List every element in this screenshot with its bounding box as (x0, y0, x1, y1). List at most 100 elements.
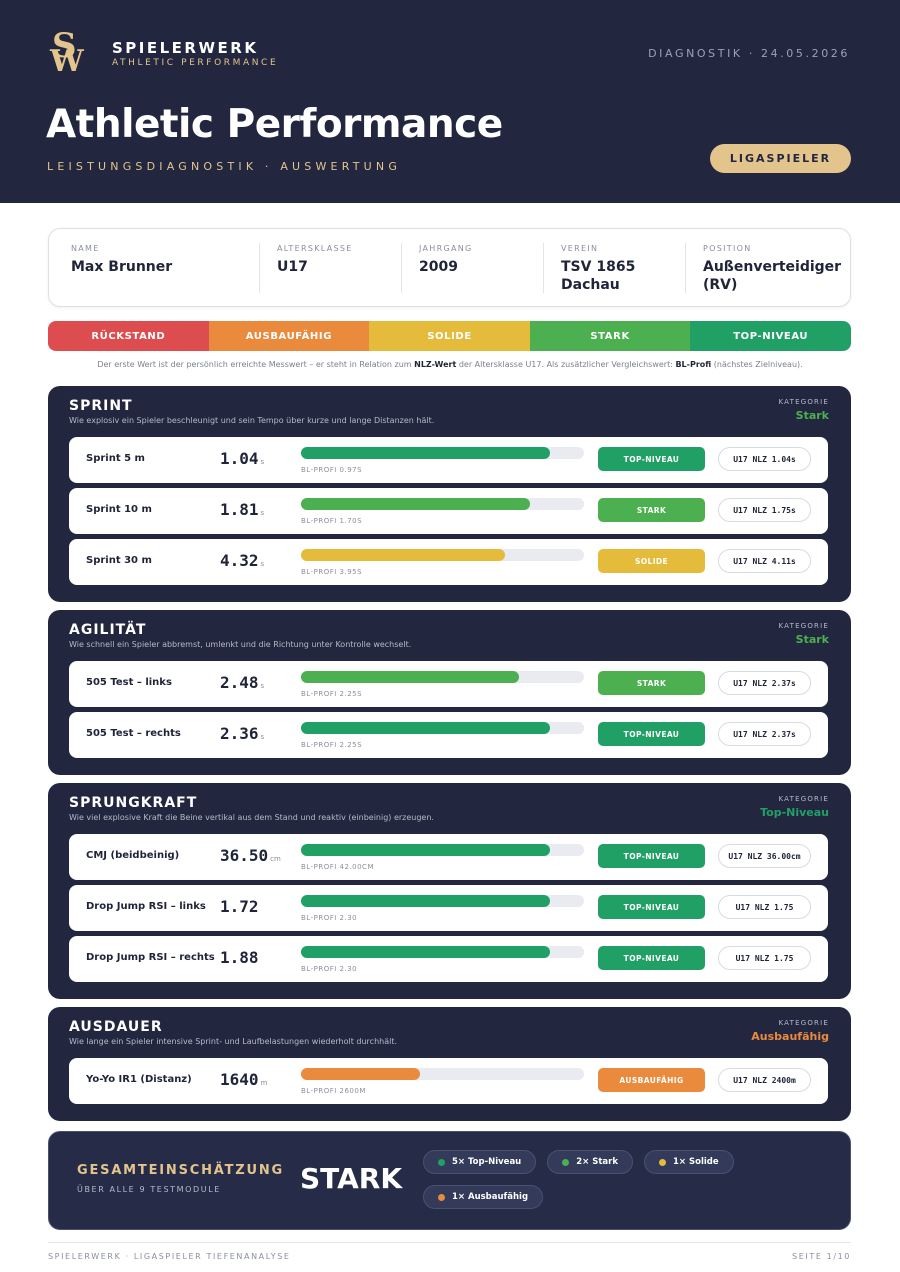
section-description: Wie explosiv ein Spieler beschleunigt un… (69, 416, 435, 425)
chip-dot (438, 1158, 445, 1166)
logo-w: W (50, 44, 84, 79)
divider (401, 243, 402, 293)
test-result: 36.50 cm (220, 846, 281, 865)
bar (301, 895, 551, 907)
summary-sublabel: ÜBER ALLE 9 TESTMODULE (77, 1185, 221, 1194)
test-name: Sprint 30 m (86, 555, 152, 566)
test-row: 505 Test – rechts 2.36 s BL-PROFI 2.25S TOP-… (69, 712, 828, 758)
profile-value: Außenverteidiger (RV) (703, 259, 842, 293)
bar (301, 844, 551, 856)
bar-track (301, 498, 584, 510)
profile-label: NAME (71, 244, 100, 253)
chip-text: 2× Stark (576, 1157, 619, 1167)
test-value: 1.88 (220, 948, 259, 967)
reference: BL-PROFI 2.25S (301, 741, 363, 749)
chip: 2× Stark (547, 1150, 634, 1174)
note-text: (nächstes Zielniveau). (711, 360, 803, 369)
section-title: SPRUNGKRAFT (69, 795, 198, 811)
profile-value: Max Brunner (71, 259, 173, 275)
test-unit: s (260, 560, 265, 568)
category-label: KATEGORIE (778, 398, 829, 406)
badge: LIGASPIELER (710, 144, 851, 173)
test-value: 2.48 (220, 673, 259, 692)
test-result: 4.32 s (220, 551, 264, 570)
subtitle: LEISTUNGSDIAGNOSTIK · AUSWERTUNG (47, 160, 402, 173)
test-name: Drop Jump RSI – links (86, 901, 206, 912)
section-card: SPRUNGKRAFT Wie viel explosive Kraft die … (48, 783, 851, 999)
test-value: 1.04 (220, 449, 259, 468)
footer-left: SPIELERWERK · LIGASPIELER TIEFENANALYSE (48, 1252, 291, 1261)
test-value: 2.36 (220, 724, 259, 743)
bar (301, 1068, 420, 1080)
category-label: KATEGORIE (778, 795, 829, 803)
test-unit: s (260, 682, 265, 690)
category: Stark (795, 409, 829, 422)
test-result: 2.36 s (220, 724, 264, 743)
test-result: 1.72 (220, 897, 259, 916)
diagnostic: DIAGNOSTIK · 24.05.2026 (648, 47, 850, 60)
footer-right: SEITE 1/10 (792, 1252, 851, 1261)
note: Der erste Wert ist der persönlich erreic… (0, 360, 900, 369)
test-name: 505 Test – rechts (86, 728, 181, 739)
bar-track (301, 447, 584, 459)
scale-segment: RÜCKSTAND (48, 321, 209, 351)
footer-line (48, 1242, 851, 1243)
divider (685, 243, 686, 293)
scale-segment: SOLIDE (369, 321, 530, 351)
bar (301, 946, 551, 958)
test-result: 1.04 s (220, 449, 264, 468)
nlz-pill: U17 NLZ 2.37s (718, 722, 811, 746)
reference: BL-PROFI 42.00CM (301, 863, 374, 871)
summary-card: GESAMTEINSCHÄTZUNG ÜBER ALLE 9 TESTMODULE… (48, 1131, 851, 1230)
chip: 1× Solide (644, 1150, 734, 1174)
note-text: BL-Profi (675, 360, 712, 369)
test-result: 1640 m (220, 1070, 267, 1089)
chip-text: 1× Solide (673, 1157, 719, 1167)
section-card: SPRINT Wie explosiv ein Spieler beschleun… (48, 386, 851, 602)
nlz-pill: U17 NLZ 4.11s (718, 549, 811, 573)
reference: BL-PROFI 2600M (301, 1087, 366, 1095)
nlz-pill: U17 NLZ 1.75s (718, 498, 811, 522)
bar (301, 447, 551, 459)
bar-track (301, 895, 584, 907)
reference: BL-PROFI 3.95S (301, 568, 363, 576)
tagline: ATHLETIC PERFORMANCE (112, 58, 279, 68)
brand: SPIELERWERK (112, 39, 259, 57)
test-unit: s (260, 509, 265, 517)
profile-label: POSITION (703, 244, 752, 253)
test-result: 1.81 s (220, 500, 264, 519)
logo-s: S (52, 26, 77, 66)
reference: BL-PROFI 2.30 (301, 914, 358, 922)
bar-track (301, 946, 584, 958)
section-title: AUSDAUER (69, 1019, 163, 1035)
reference: BL-PROFI 2.25S (301, 690, 363, 698)
category: Top-Niveau (760, 806, 829, 819)
section-description: Wie lange ein Spieler intensive Sprint- … (69, 1037, 398, 1046)
rating-pill: STARK (598, 671, 705, 695)
test-value: 4.32 (220, 551, 259, 570)
profile-value: 2009 (419, 259, 458, 275)
rating-pill: SOLIDE (598, 549, 705, 573)
test-value: 36.50 (220, 846, 269, 865)
section-title: AGILITÄT (69, 622, 147, 638)
scale-segment: AUSBAUFÄHIG (208, 321, 370, 351)
chip-dot (659, 1158, 667, 1166)
chip-dot (438, 1193, 445, 1201)
category-label: KATEGORIE (778, 622, 829, 630)
test-row: Sprint 5 m 1.04 s BL-PROFI 0.97S TOP-NIVEAU U… (69, 437, 828, 483)
section-title: SPRINT (69, 398, 133, 414)
test-row: Drop Jump RSI – rechts 1.88 BL-PROFI 2.30 T… (69, 936, 828, 982)
profile-label: JAHRGANG (419, 244, 473, 253)
chip-dot (562, 1158, 570, 1166)
category-label: KATEGORIE (778, 1019, 829, 1027)
test-value: 1640 (220, 1070, 259, 1089)
category: Stark (795, 633, 829, 646)
note-text: der Altersklasse U17. Als zusätzlicher V… (456, 360, 676, 369)
bar (301, 549, 505, 561)
chip-list: 5× Top-Niveau 2× Stark 1× Solide 1× Ausbauf… (423, 1150, 743, 1209)
header: S W SPIELERWERK ATHLETIC PERFORMANCE DIAGNOS… (0, 0, 900, 203)
test-name: Sprint 5 m (86, 453, 145, 464)
nlz-pill: U17 NLZ 1.04s (718, 447, 811, 471)
test-unit: m (260, 1079, 268, 1087)
reference: BL-PROFI 2.30 (301, 965, 358, 973)
